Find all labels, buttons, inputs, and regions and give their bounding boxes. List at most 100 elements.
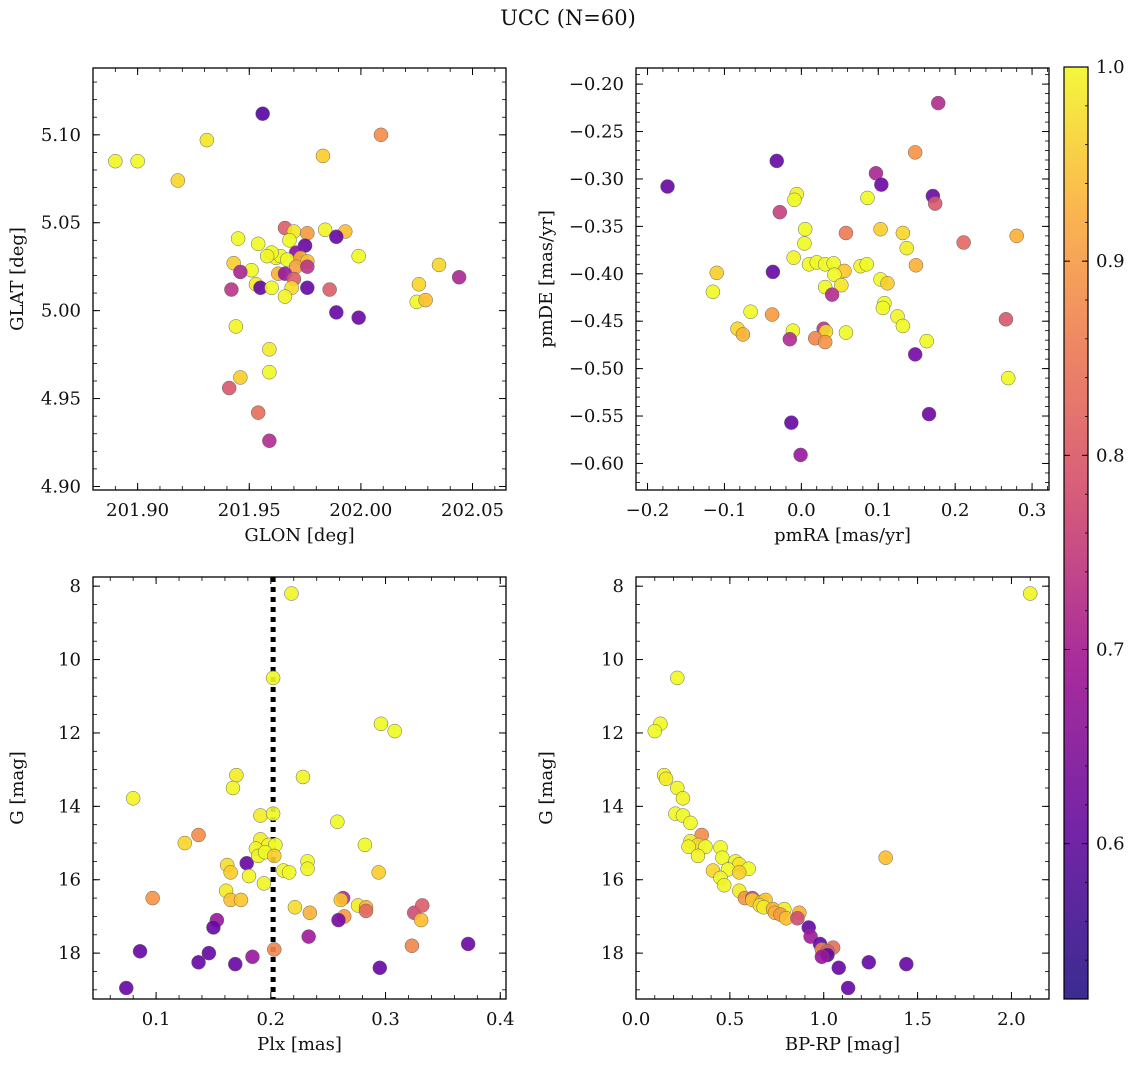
data-point [786, 250, 801, 265]
data-point [861, 955, 877, 970]
data-point [797, 236, 812, 251]
colorbar: 0.6 0.7 0.8 0.9 1.0 [1063, 57, 1125, 1000]
data-point [647, 723, 663, 739]
data-point [769, 153, 784, 169]
data-point [418, 292, 433, 308]
points-plx-g [119, 586, 476, 996]
y-tick-label: 18 [58, 943, 81, 964]
data-point [998, 312, 1014, 327]
data-point [404, 938, 420, 954]
data-point [201, 945, 217, 961]
data-point [357, 837, 373, 853]
y-tick-label: 16 [601, 870, 624, 891]
data-point [460, 936, 476, 952]
data-point [875, 300, 891, 316]
data-point [743, 304, 758, 319]
data-point [860, 190, 875, 206]
data-point [764, 307, 780, 322]
y-axis-label: pmDE [mas/yr] [536, 210, 557, 348]
data-point [814, 949, 830, 965]
data-point [255, 106, 270, 121]
data-point [716, 877, 732, 893]
data-point [224, 282, 239, 297]
x-tick-label: 202.05 [441, 500, 504, 521]
x-tick-label: 0.1 [142, 1009, 171, 1030]
data-point [322, 282, 337, 297]
data-point [873, 221, 888, 237]
data-point [330, 814, 345, 830]
data-point [827, 267, 842, 282]
y-tick-label: 8 [70, 576, 81, 597]
y-tick-label: −0.50 [569, 359, 624, 380]
colorbar-tick-label: 1.0 [1096, 57, 1125, 78]
data-point [145, 890, 160, 906]
x-tick-label: 0.2 [256, 1009, 285, 1030]
data-point [351, 310, 366, 325]
y-tick-label: −0.60 [569, 453, 624, 474]
scatter-panels: 201.90 201.95 202.00 202.05 4.90 4.95 5.00 5.05… [7, 67, 1050, 1055]
x-axis-label: BP-RP [mag] [785, 1034, 900, 1055]
data-point [931, 95, 946, 111]
y-tick-label: 14 [58, 796, 81, 817]
data-point [225, 780, 241, 796]
data-point [282, 233, 297, 248]
plot-frame [92, 576, 507, 1000]
colorbar-tick-label: 0.7 [1096, 640, 1125, 661]
data-point [658, 771, 674, 787]
data-point [793, 447, 808, 463]
data-point [221, 380, 237, 396]
colorbar-gradient [1063, 66, 1089, 1000]
data-point [859, 257, 874, 272]
data-point [170, 173, 186, 188]
plot-frame [635, 576, 1050, 1000]
x-tick-label: 0.5 [716, 1009, 745, 1030]
data-point [191, 827, 206, 843]
x-tick-label: 0.0 [622, 1009, 651, 1030]
x-tick-label: 0.0 [787, 500, 816, 521]
data-point [264, 280, 279, 296]
y-tick-label: −0.35 [569, 216, 624, 237]
data-point [265, 806, 281, 821]
data-point [228, 956, 243, 972]
x-tick-label: 201.95 [218, 500, 281, 521]
data-point [840, 980, 856, 996]
panel-pmra-pmde: −0.2 −0.1 0.0 0.1 0.2 0.3 −0.60 −0.55 −0.50 −0.45… [536, 67, 1050, 546]
data-point [824, 287, 840, 302]
x-tick-label: 202.00 [329, 500, 392, 521]
points-glon-glat [108, 106, 467, 449]
data-point [250, 236, 266, 252]
data-point [256, 876, 272, 891]
data-point [413, 912, 429, 928]
x-tick-label: 2.0 [997, 1009, 1026, 1030]
data-point [834, 277, 849, 293]
data-point [301, 929, 316, 944]
data-point [329, 229, 344, 245]
data-point [228, 319, 244, 334]
x-axis-label: GLON [deg] [244, 525, 354, 546]
data-point [259, 248, 275, 264]
data-point [765, 264, 781, 280]
figure-title: UCC (N=60) [500, 6, 636, 30]
data-point [177, 835, 193, 851]
y-axis-label: G [mag] [536, 751, 557, 824]
data-point [132, 944, 148, 959]
data-point [874, 177, 889, 192]
points-pmra-pmde [660, 95, 1024, 463]
data-point [838, 325, 854, 340]
y-tick-label: −0.40 [569, 264, 624, 285]
data-point [284, 586, 299, 601]
data-point [784, 415, 799, 430]
data-point [1009, 228, 1024, 244]
data-point [267, 942, 282, 957]
data-point [411, 277, 427, 292]
data-point [233, 370, 248, 385]
data-point [838, 225, 854, 241]
data-point [927, 196, 943, 211]
y-tick-label: 5.00 [41, 301, 81, 322]
plot-frame [635, 67, 1050, 491]
panel-plx-g: 0.1 0.2 0.3 0.4 8 10 12 14 16 18 Plx [mas] G [mag] [7, 576, 515, 1055]
y-tick-label: −0.30 [569, 169, 624, 190]
y-tick-label: 16 [58, 870, 81, 891]
y-tick-label: 12 [58, 723, 81, 744]
